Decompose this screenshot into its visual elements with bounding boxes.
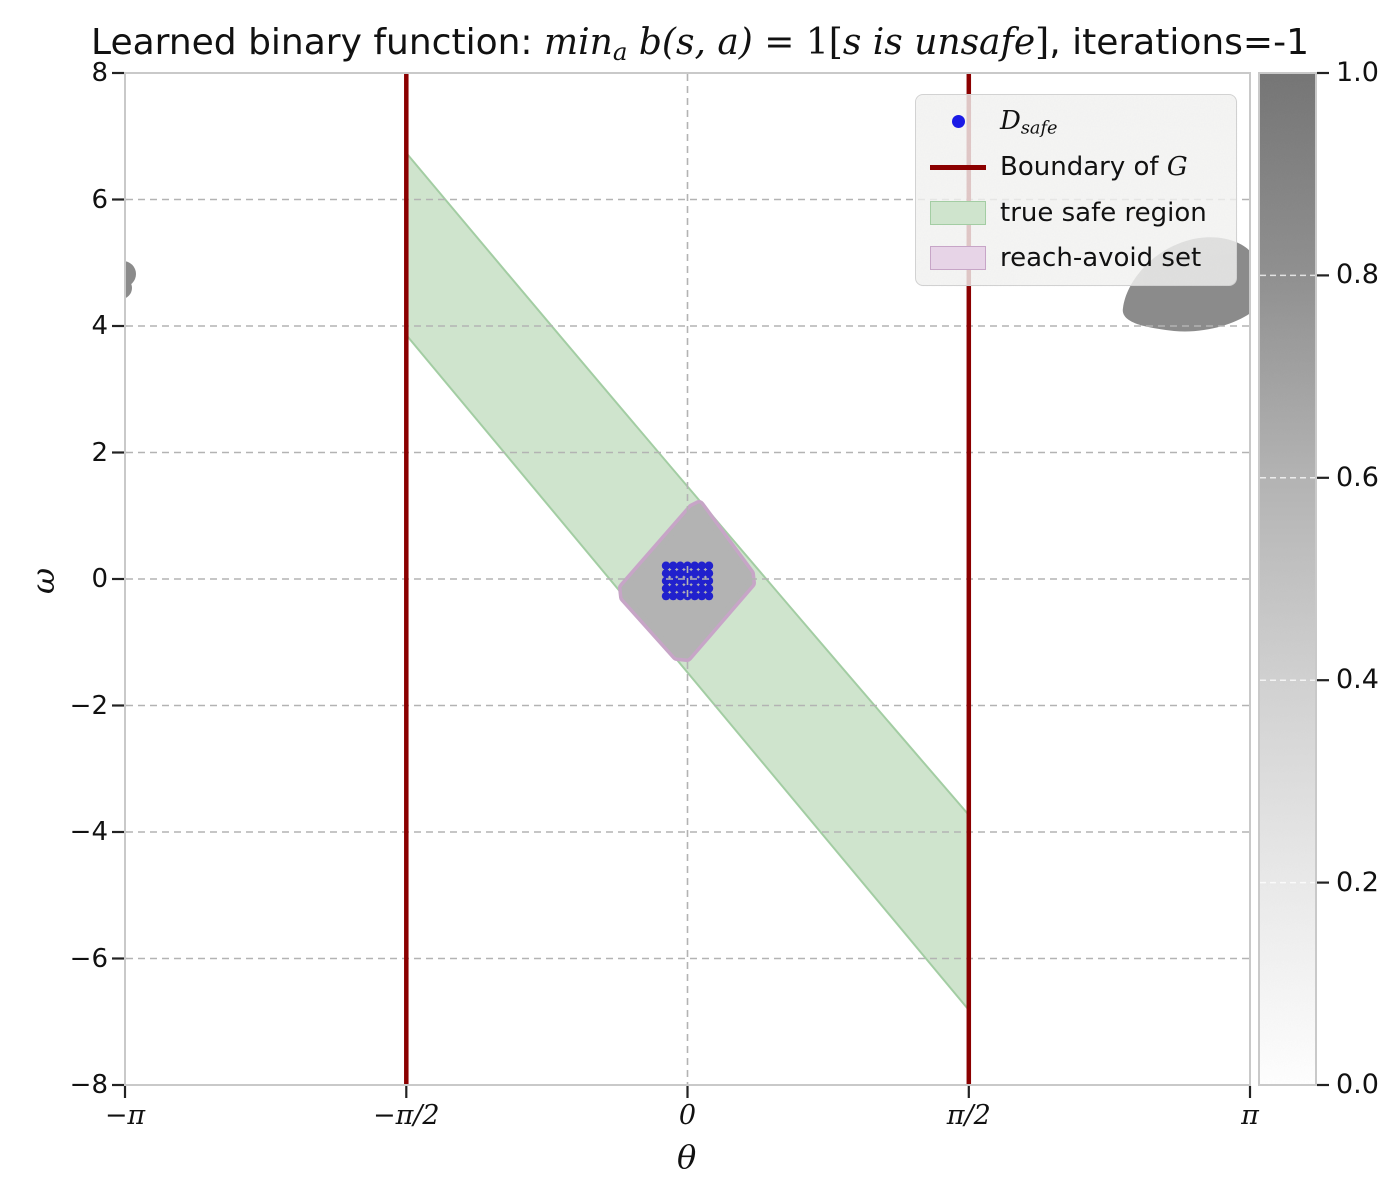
page-title: Learned binary function: mina b(s, a) = … <box>0 22 1400 66</box>
y-tick-marks <box>112 71 124 1087</box>
d-safe-point <box>690 561 699 570</box>
x-tick-label: −π/2 <box>372 1100 440 1131</box>
title-math-cond: s is unsafe <box>842 22 1036 63</box>
title-math-eq: = 1[ <box>752 22 843 63</box>
d-safe-symbol: D <box>1000 105 1021 136</box>
legend-item-d-safe: Dsafe <box>916 100 1236 144</box>
y-axis-label: ω <box>24 567 63 595</box>
d-safe-point <box>669 584 678 593</box>
d-safe-point <box>683 584 692 593</box>
x-axis-label: θ <box>677 1138 697 1176</box>
x-tick-marks <box>123 1086 1252 1098</box>
gridlines <box>126 73 1249 1085</box>
d-safe-point <box>704 591 714 601</box>
boundary-label-text: Boundary of <box>1000 152 1167 183</box>
legend-item-true-safe-region: true safe region <box>916 191 1236 235</box>
colorbar-tick-label: 0.2 <box>1336 866 1379 898</box>
y-tick-label: 4 <box>91 311 108 341</box>
learned-speck-left-1 <box>125 261 136 287</box>
d-safe-point <box>690 569 699 578</box>
d-safe-point <box>690 584 699 593</box>
y-tick-label: −8 <box>69 1070 108 1100</box>
d-safe-point <box>661 576 671 586</box>
x-tick-label: π/2 <box>946 1100 991 1131</box>
colorbar-tick-marks <box>1317 71 1329 1087</box>
legend-marker-cell <box>916 164 1000 170</box>
d-safe-point <box>676 561 685 570</box>
d-safe-subscript: safe <box>1020 117 1058 138</box>
x-tick-label: −π <box>104 1100 146 1131</box>
colorbar-tick-label: 1.0 <box>1336 57 1379 88</box>
legend-marker-cell <box>916 200 1000 225</box>
g-symbol: G <box>1166 152 1188 183</box>
colorbar-tick-label: 0.4 <box>1336 664 1379 696</box>
colorbar <box>1258 71 1329 1087</box>
learned-speck-left-2 <box>125 277 132 299</box>
d-safe-point <box>661 569 671 578</box>
d-safe-point <box>697 591 706 601</box>
d-safe-point <box>704 569 714 578</box>
legend-label-reach-avoid-set: reach-avoid set <box>1000 243 1202 274</box>
plot-frame <box>124 72 1251 1086</box>
y-tick-label: −6 <box>69 943 108 974</box>
d-safe-point <box>676 584 685 593</box>
x-tick-label: π <box>1241 1100 1259 1131</box>
d-safe-point <box>697 561 706 570</box>
d-safe-point <box>683 561 692 570</box>
d-safe-point <box>683 569 692 578</box>
colorbar-noise <box>1259 73 1316 1085</box>
legend-label-d-safe: Dsafe <box>1000 106 1057 138</box>
title-math-body: b(s, a) <box>627 22 753 63</box>
d-safe-point <box>669 561 678 570</box>
legend-marker-cell <box>916 246 1000 271</box>
d-safe-point <box>676 576 685 586</box>
d-safe-point <box>697 569 706 578</box>
d-safe-point <box>697 576 706 586</box>
legend-label-true-safe-region: true safe region <box>1000 197 1207 228</box>
legend-item-boundary: Boundary of G <box>916 145 1236 189</box>
d-safe-point <box>661 584 671 593</box>
d-safe-point <box>676 591 685 601</box>
legend-marker-cell <box>916 115 1000 129</box>
d-safe-point <box>669 591 678 601</box>
d-safe-point <box>676 569 685 578</box>
colorbar-tick-label: 0.6 <box>1336 461 1379 493</box>
d-safe-point <box>704 584 714 593</box>
blue-dot-marker <box>951 115 965 129</box>
title-math-min: min <box>544 22 613 63</box>
d-safe-point <box>704 561 714 570</box>
x-tick-label: 0 <box>678 1100 697 1131</box>
d-safe-point <box>661 561 671 570</box>
title-math-close: ] <box>1035 22 1050 63</box>
title-prefix: Learned binary function: <box>91 22 544 63</box>
d-safe-point <box>661 591 671 601</box>
d-safe-point <box>704 576 714 586</box>
legend-label-boundary: Boundary of G <box>1000 152 1188 182</box>
d-safe-point <box>697 584 706 593</box>
legend-item-reach-avoid-set: reach-avoid set <box>916 236 1236 280</box>
y-tick-label: 6 <box>91 184 108 215</box>
title-math-min-sub: a <box>612 37 628 67</box>
green-patch-marker <box>930 200 986 225</box>
y-tick-label: 8 <box>91 58 108 88</box>
title-suffix: , iterations=-1 <box>1049 22 1309 63</box>
d-safe-point <box>669 569 678 578</box>
legend: Dsafe Boundary of G true safe region rea… <box>915 94 1238 287</box>
y-tick-label: 2 <box>91 437 108 468</box>
colorbar-tick-label: 0.0 <box>1336 1069 1379 1100</box>
y-tick-label: 0 <box>91 564 108 594</box>
colorbar-frame <box>1258 72 1317 1086</box>
y-tick-label: −4 <box>69 817 108 847</box>
colorbar-gridlines <box>1260 274 1315 884</box>
pink-patch-marker <box>930 246 986 271</box>
y-tick-label: −2 <box>69 690 108 721</box>
d-safe-point <box>690 591 699 601</box>
boundary-line-marker <box>930 164 986 170</box>
d-safe-points <box>661 561 714 601</box>
colorbar-tick-label: 0.8 <box>1336 259 1379 291</box>
